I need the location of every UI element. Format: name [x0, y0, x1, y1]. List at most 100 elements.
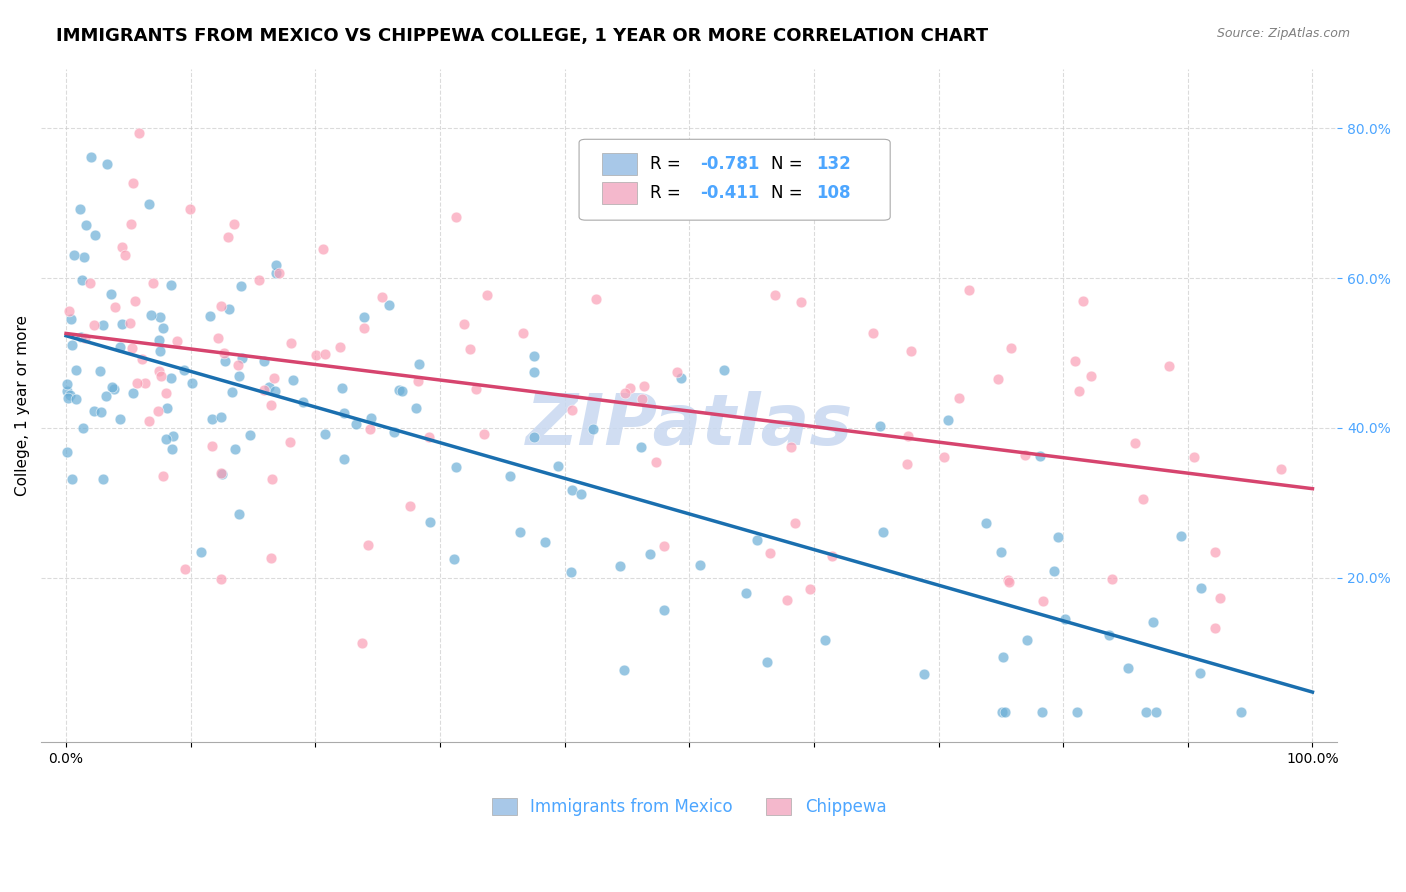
Point [56, 391, 79, 405]
Point [214, 354, 236, 368]
Point [149, 344, 172, 359]
Point [652, 539, 675, 553]
FancyBboxPatch shape [602, 153, 637, 176]
Legend: Immigrants from Mexico, Chippewa: Immigrants from Mexico, Chippewa [485, 791, 893, 822]
Point [312, 242, 335, 256]
Point [101, 380, 124, 394]
Point [759, 546, 782, 560]
Point [1184, 450, 1206, 465]
Text: -0.411: -0.411 [700, 184, 759, 202]
Point [56, 377, 79, 392]
Point [869, 418, 891, 433]
Point [997, 573, 1019, 587]
Point [776, 593, 799, 607]
Point [253, 354, 276, 368]
Point [103, 382, 125, 396]
Point [408, 357, 430, 371]
Point [654, 602, 676, 616]
Point [80, 150, 103, 164]
Point [1189, 581, 1212, 595]
Point [65, 392, 87, 407]
Point [148, 404, 170, 418]
Point [1017, 632, 1039, 647]
Point [633, 379, 655, 393]
Point [70, 330, 93, 344]
Point [73, 331, 96, 345]
Point [264, 258, 287, 272]
Point [260, 550, 283, 565]
Point [443, 552, 465, 566]
Point [523, 430, 546, 444]
Point [790, 294, 813, 309]
Point [89, 363, 111, 377]
Point [84, 227, 107, 242]
Point [465, 382, 488, 396]
Text: IMMIGRANTS FROM MEXICO VS CHIPPEWA COLLEGE, 1 YEAR OR MORE CORRELATION CHART: IMMIGRANTS FROM MEXICO VS CHIPPEWA COLLE… [56, 27, 988, 45]
Point [783, 516, 806, 531]
Point [264, 266, 287, 280]
Point [226, 358, 249, 372]
Point [75, 219, 97, 233]
Point [58, 303, 80, 318]
Point [333, 451, 356, 466]
Point [1204, 545, 1226, 559]
Point [897, 429, 920, 443]
Point [128, 126, 150, 140]
Point [65, 363, 87, 377]
Point [209, 572, 232, 586]
Point [936, 413, 959, 427]
Point [90, 405, 112, 419]
Point [998, 574, 1021, 589]
Point [150, 369, 173, 384]
Point [560, 565, 582, 579]
Point [332, 381, 354, 395]
Point [1132, 492, 1154, 507]
Point [1142, 615, 1164, 629]
Point [359, 421, 381, 435]
Point [63, 248, 86, 262]
Point [957, 284, 980, 298]
Point [444, 211, 467, 225]
Point [638, 547, 661, 561]
Point [96, 157, 118, 171]
Point [896, 458, 918, 472]
Text: N =: N = [770, 155, 808, 173]
Point [103, 300, 125, 314]
Point [1046, 530, 1069, 544]
Point [948, 391, 970, 405]
Point [1054, 611, 1077, 625]
Y-axis label: College, 1 year or more: College, 1 year or more [15, 315, 30, 496]
Point [444, 459, 467, 474]
Point [418, 430, 440, 444]
Point [160, 371, 183, 385]
Point [1032, 594, 1054, 608]
Point [512, 326, 534, 341]
Point [994, 706, 1017, 720]
Point [1144, 706, 1167, 720]
Point [585, 292, 607, 306]
Point [609, 559, 631, 574]
Point [228, 369, 250, 384]
Point [371, 290, 394, 304]
Point [231, 351, 253, 365]
Point [179, 202, 201, 216]
Point [1031, 706, 1053, 720]
Text: 108: 108 [817, 184, 851, 202]
Point [91, 472, 114, 486]
Point [1116, 661, 1139, 675]
Point [561, 483, 583, 498]
Point [181, 376, 204, 390]
Point [756, 656, 779, 670]
Point [96, 389, 118, 403]
Point [155, 432, 177, 446]
Point [217, 230, 239, 244]
Point [990, 706, 1012, 720]
Point [209, 299, 232, 313]
Point [800, 151, 823, 165]
Point [56, 445, 79, 459]
Point [83, 318, 105, 333]
Point [134, 376, 156, 391]
Point [350, 636, 373, 650]
Point [1209, 591, 1232, 605]
Point [239, 428, 262, 442]
